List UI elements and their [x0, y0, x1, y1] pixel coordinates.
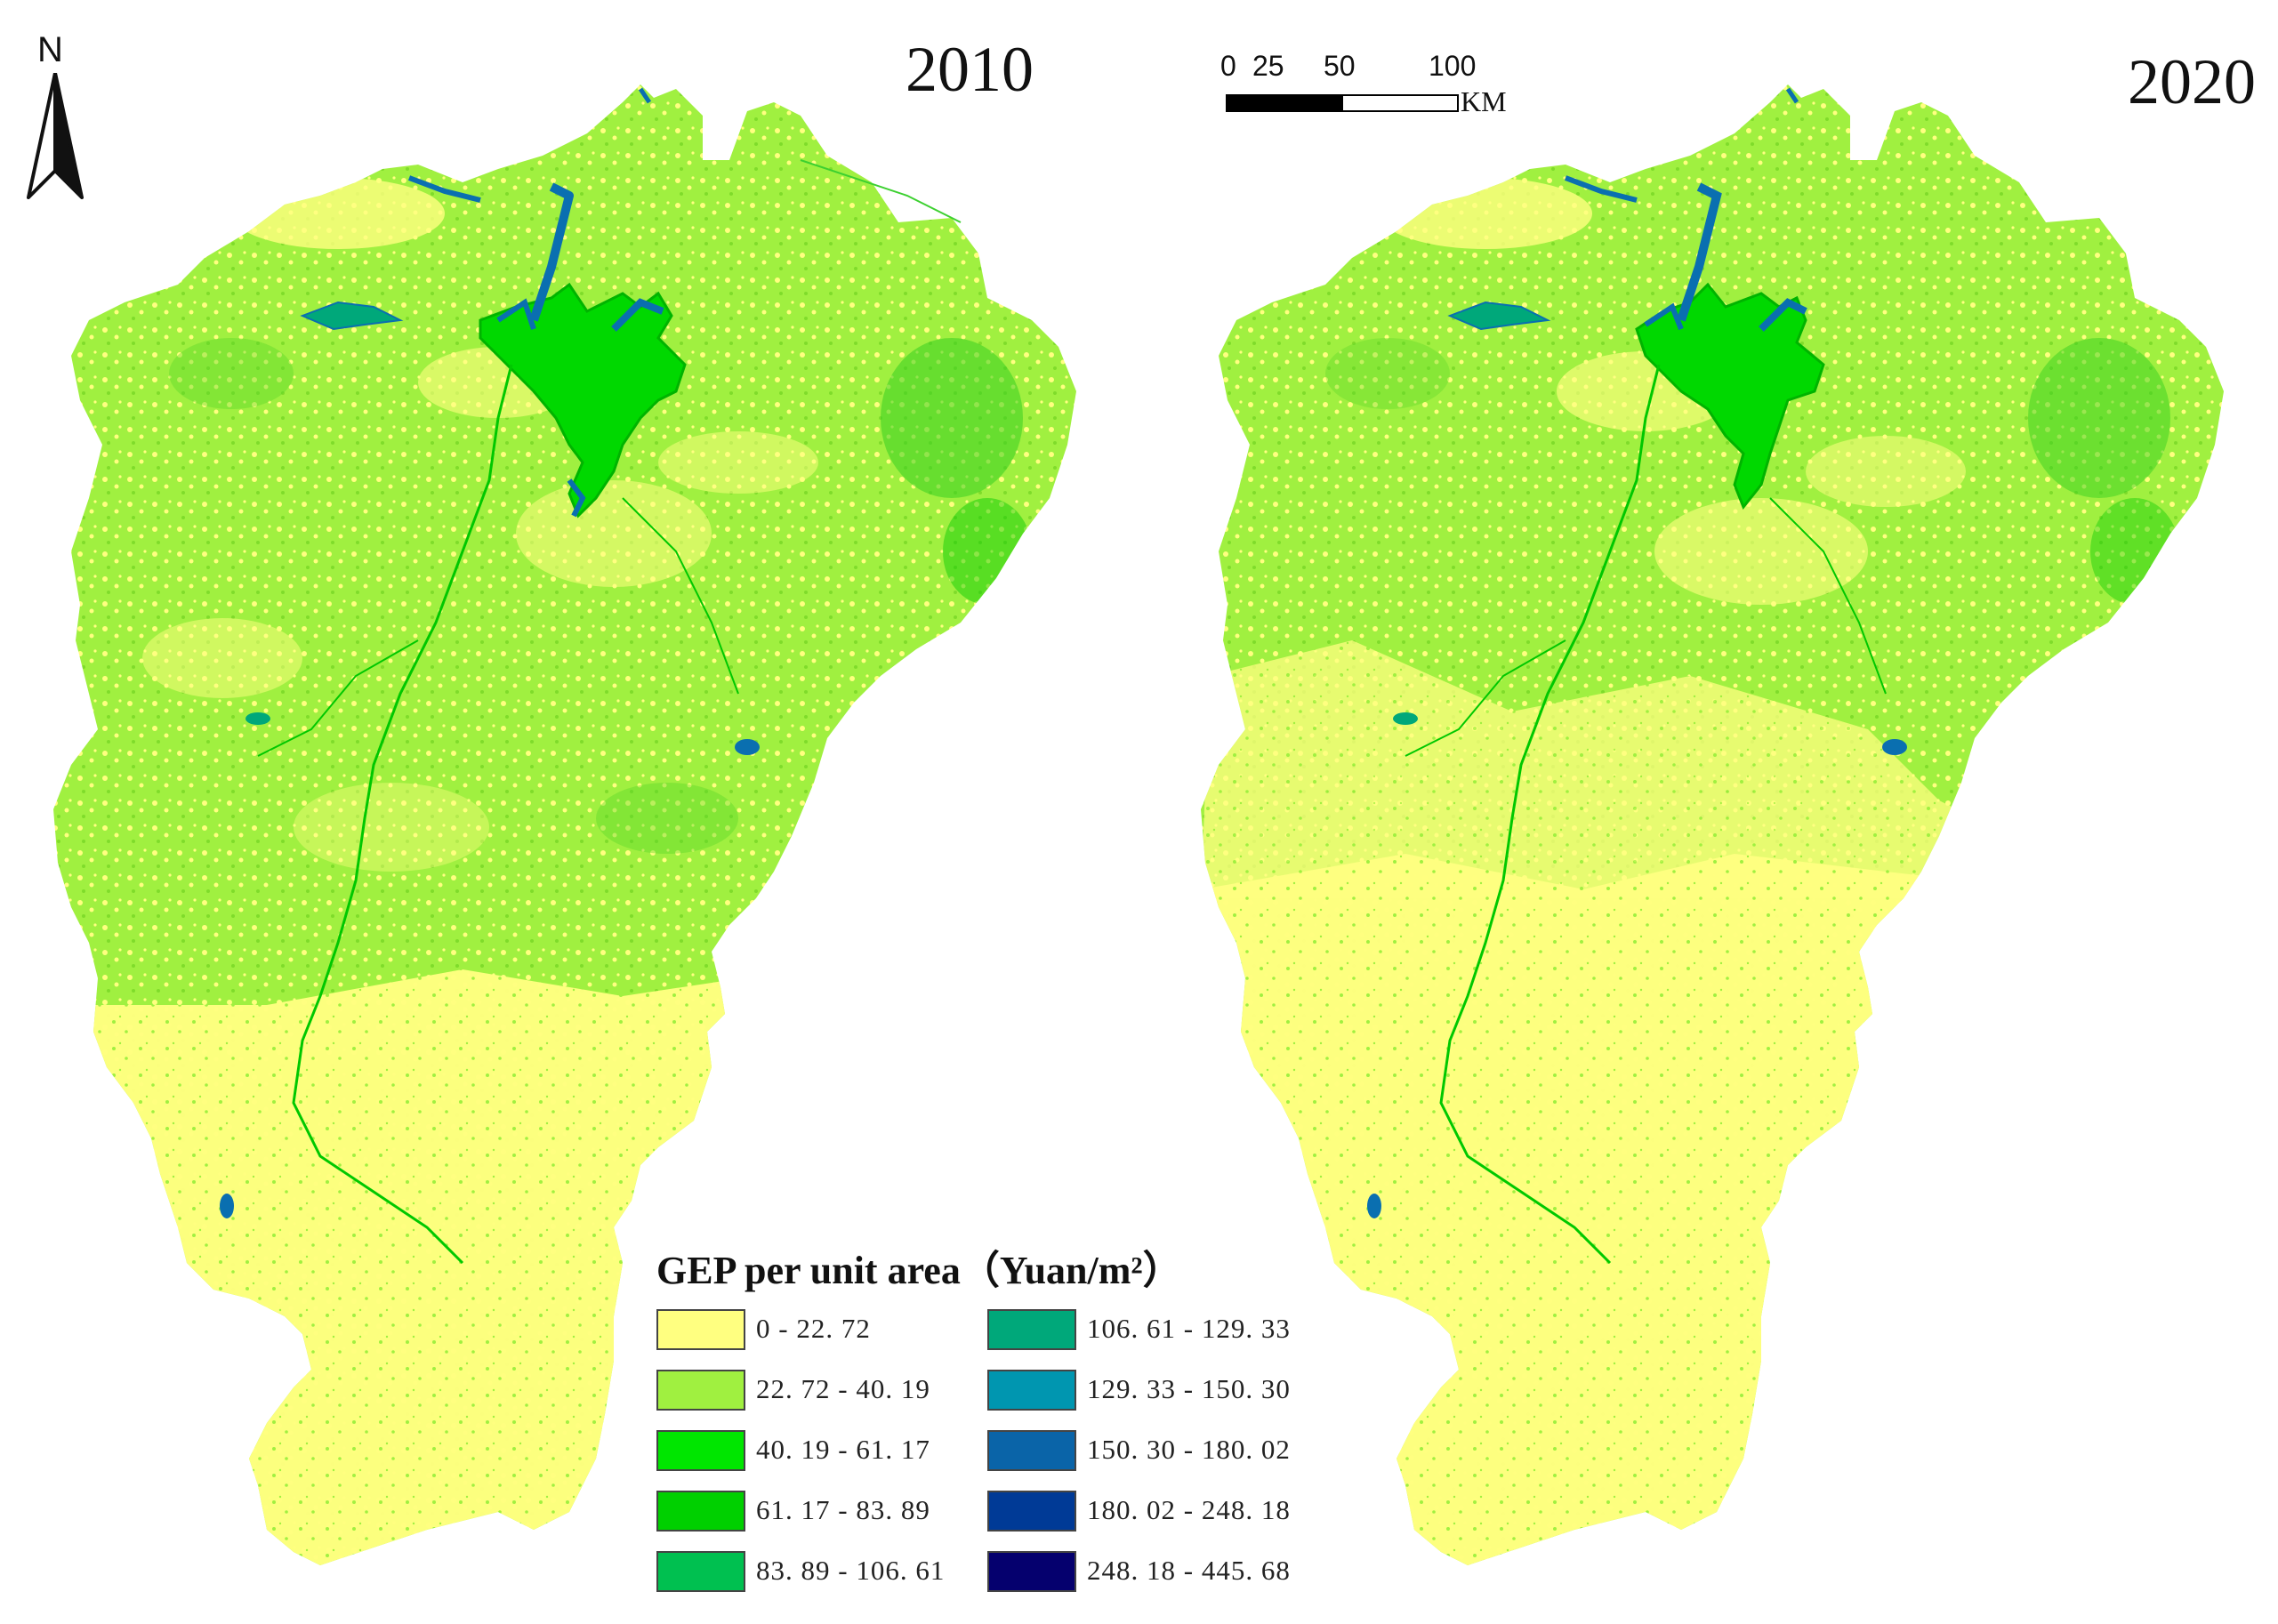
legend-item: 129. 33 - 150. 30 — [987, 1370, 1308, 1430]
scale-tick-label: 0 — [1220, 50, 1236, 82]
legend-item: 22. 72 - 40. 19 — [656, 1370, 977, 1430]
legend-swatch — [987, 1430, 1076, 1471]
scale-tick-label: 50 — [1324, 50, 1356, 82]
legend-swatch — [987, 1370, 1076, 1411]
legend-swatch — [656, 1370, 745, 1411]
map-title-2020: 2020 — [2128, 46, 2256, 117]
legend-label: 0 - 22. 72 — [756, 1313, 871, 1344]
legend-swatch — [656, 1491, 745, 1532]
legend-swatch — [987, 1309, 1076, 1350]
legend-item: 83. 89 - 106. 61 — [656, 1551, 977, 1612]
scale-bar: 0 25 50 100 KM — [1219, 52, 1539, 123]
scale-bar-graphic — [1226, 94, 1459, 112]
legend-label: 106. 61 - 129. 33 — [1087, 1313, 1291, 1344]
scale-tick-label: 25 — [1252, 50, 1284, 82]
legend-item: 0 - 22. 72 — [656, 1309, 977, 1370]
legend-item: 150. 30 - 180. 02 — [987, 1430, 1308, 1491]
scale-tick-label: 100 — [1429, 50, 1477, 82]
legend-item: 106. 61 - 129. 33 — [987, 1309, 1308, 1370]
scale-unit: KM — [1461, 85, 1507, 117]
legend-column: 0 - 22. 72 22. 72 - 40. 19 40. 19 - 61. 17… — [656, 1309, 977, 1612]
legend-label: 180. 02 - 248. 18 — [1087, 1494, 1291, 1525]
legend-swatch — [987, 1551, 1076, 1592]
legend-title: GEP per unit area（Yuan/m²） — [656, 1249, 1182, 1292]
legend-label: 61. 17 - 83. 89 — [756, 1494, 930, 1525]
legend-swatch — [656, 1430, 745, 1471]
north-letter: N — [37, 30, 63, 69]
legend-label: 248. 18 - 445. 68 — [1087, 1555, 1291, 1586]
legend-swatch — [987, 1491, 1076, 1532]
map-title-2010: 2010 — [906, 34, 1034, 105]
legend-label: 83. 89 - 106. 61 — [756, 1555, 946, 1586]
legend-swatch — [656, 1551, 745, 1592]
legend-item: 40. 19 - 61. 17 — [656, 1430, 977, 1491]
legend-swatch — [656, 1309, 745, 1350]
map-legend: GEP per unit area（Yuan/m²） 0 - 22. 72 22.… — [656, 1238, 1386, 1620]
legend-item: 180. 02 - 248. 18 — [987, 1491, 1308, 1551]
legend-label: 40. 19 - 61. 17 — [756, 1434, 930, 1465]
legend-label: 22. 72 - 40. 19 — [756, 1373, 930, 1404]
north-arrow: N — [20, 30, 91, 199]
legend-column: 106. 61 - 129. 33 129. 33 - 150. 30 150. 3… — [987, 1309, 1308, 1612]
north-arrow-icon — [27, 73, 84, 199]
legend-label: 150. 30 - 180. 02 — [1087, 1434, 1291, 1465]
legend-item: 248. 18 - 445. 68 — [987, 1551, 1308, 1612]
legend-item: 61. 17 - 83. 89 — [656, 1491, 977, 1551]
legend-label: 129. 33 - 150. 30 — [1087, 1373, 1291, 1404]
